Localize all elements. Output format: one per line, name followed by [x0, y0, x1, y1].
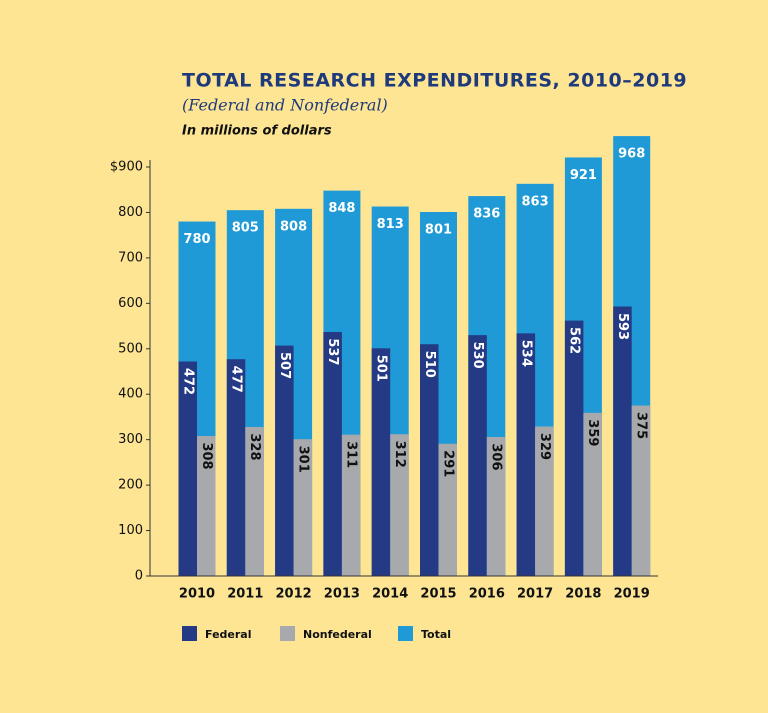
bar-federal [275, 345, 294, 576]
bar-nonfederal [390, 434, 409, 576]
legend-swatch [398, 626, 413, 641]
federal-label: 477 [229, 366, 244, 393]
bar-nonfederal [293, 439, 313, 576]
bar-nonfederal [486, 436, 506, 576]
nonfederal-label: 308 [199, 442, 214, 469]
x-tick-label: 2011 [227, 587, 263, 602]
total-label: 813 [377, 217, 404, 232]
total-label: 968 [618, 147, 645, 162]
bar-nonfederal [197, 436, 216, 576]
bar-federal [420, 344, 439, 576]
bar-federal [323, 331, 342, 576]
y-tick-label: 200 [118, 478, 143, 493]
chart-subtitle: (Federal and Nonfederal) [182, 96, 388, 115]
nonfederal-label: 329 [537, 433, 552, 460]
bar-federal [613, 306, 632, 576]
bar-federal [178, 361, 197, 576]
x-tick-label: 2014 [372, 587, 408, 602]
bar-federal [516, 333, 536, 576]
legend-label: Nonfederal [303, 628, 372, 641]
total-label: 863 [522, 194, 549, 209]
nonfederal-label: 306 [489, 443, 504, 470]
legend-swatch [182, 626, 197, 641]
federal-label: 507 [277, 352, 292, 379]
x-tick-label: 2013 [324, 587, 360, 602]
x-tick-label: 2010 [179, 587, 215, 602]
total-label: 921 [570, 168, 597, 183]
federal-label: 593 [615, 313, 630, 340]
bar-nonfederal [341, 434, 361, 576]
x-tick-label: 2016 [469, 587, 505, 602]
total-label: 848 [328, 201, 355, 216]
total-label: 801 [425, 222, 452, 237]
bar-federal [468, 335, 487, 576]
legend-label: Total [421, 628, 451, 641]
federal-label: 472 [180, 368, 195, 395]
bar-federal [564, 320, 584, 576]
total-label: 805 [232, 221, 259, 236]
bar-federal [371, 348, 391, 576]
legend-label: Federal [205, 628, 251, 641]
y-axis-label: In millions of dollars [182, 124, 332, 139]
bar-nonfederal [631, 405, 651, 576]
bar-nonfederal [583, 412, 602, 576]
y-tick-label: 700 [118, 250, 143, 265]
x-tick-label: 2018 [565, 587, 601, 602]
nonfederal-label: 359 [585, 419, 600, 446]
bar-federal [226, 359, 246, 576]
bar-nonfederal [245, 426, 264, 576]
chart-title: TOTAL RESEARCH EXPENDITURES, 2010–2019 [182, 70, 687, 92]
nonfederal-label: 328 [247, 433, 262, 460]
legend-swatch [280, 626, 295, 641]
bar-nonfederal [438, 443, 457, 576]
nonfederal-label: 312 [392, 441, 407, 468]
x-tick-label: 2015 [420, 587, 456, 602]
y-tick-label: 600 [118, 296, 143, 311]
x-tick-label: 2019 [614, 587, 650, 602]
federal-label: 510 [422, 351, 437, 378]
total-label: 780 [183, 232, 210, 247]
y-tick-label: $900 [110, 160, 143, 175]
federal-label: 562 [567, 327, 582, 354]
bar-nonfederal [535, 426, 554, 576]
nonfederal-label: 375 [633, 412, 648, 439]
nonfederal-label: 311 [344, 441, 359, 468]
federal-label: 534 [518, 340, 533, 367]
federal-label: 530 [470, 342, 485, 369]
y-tick-label: 0 [135, 569, 143, 584]
x-tick-label: 2012 [276, 587, 312, 602]
y-tick-label: 800 [118, 205, 143, 220]
y-tick-label: 100 [118, 523, 143, 538]
y-tick-label: 300 [118, 432, 143, 447]
nonfederal-label: 291 [440, 450, 455, 477]
total-label: 808 [280, 219, 307, 234]
x-tick-label: 2017 [517, 587, 553, 602]
federal-label: 501 [373, 355, 388, 382]
y-tick-label: 400 [118, 387, 143, 402]
y-tick-label: 500 [118, 341, 143, 356]
nonfederal-label: 301 [295, 446, 310, 473]
federal-label: 537 [325, 338, 340, 365]
total-label: 836 [473, 207, 500, 222]
